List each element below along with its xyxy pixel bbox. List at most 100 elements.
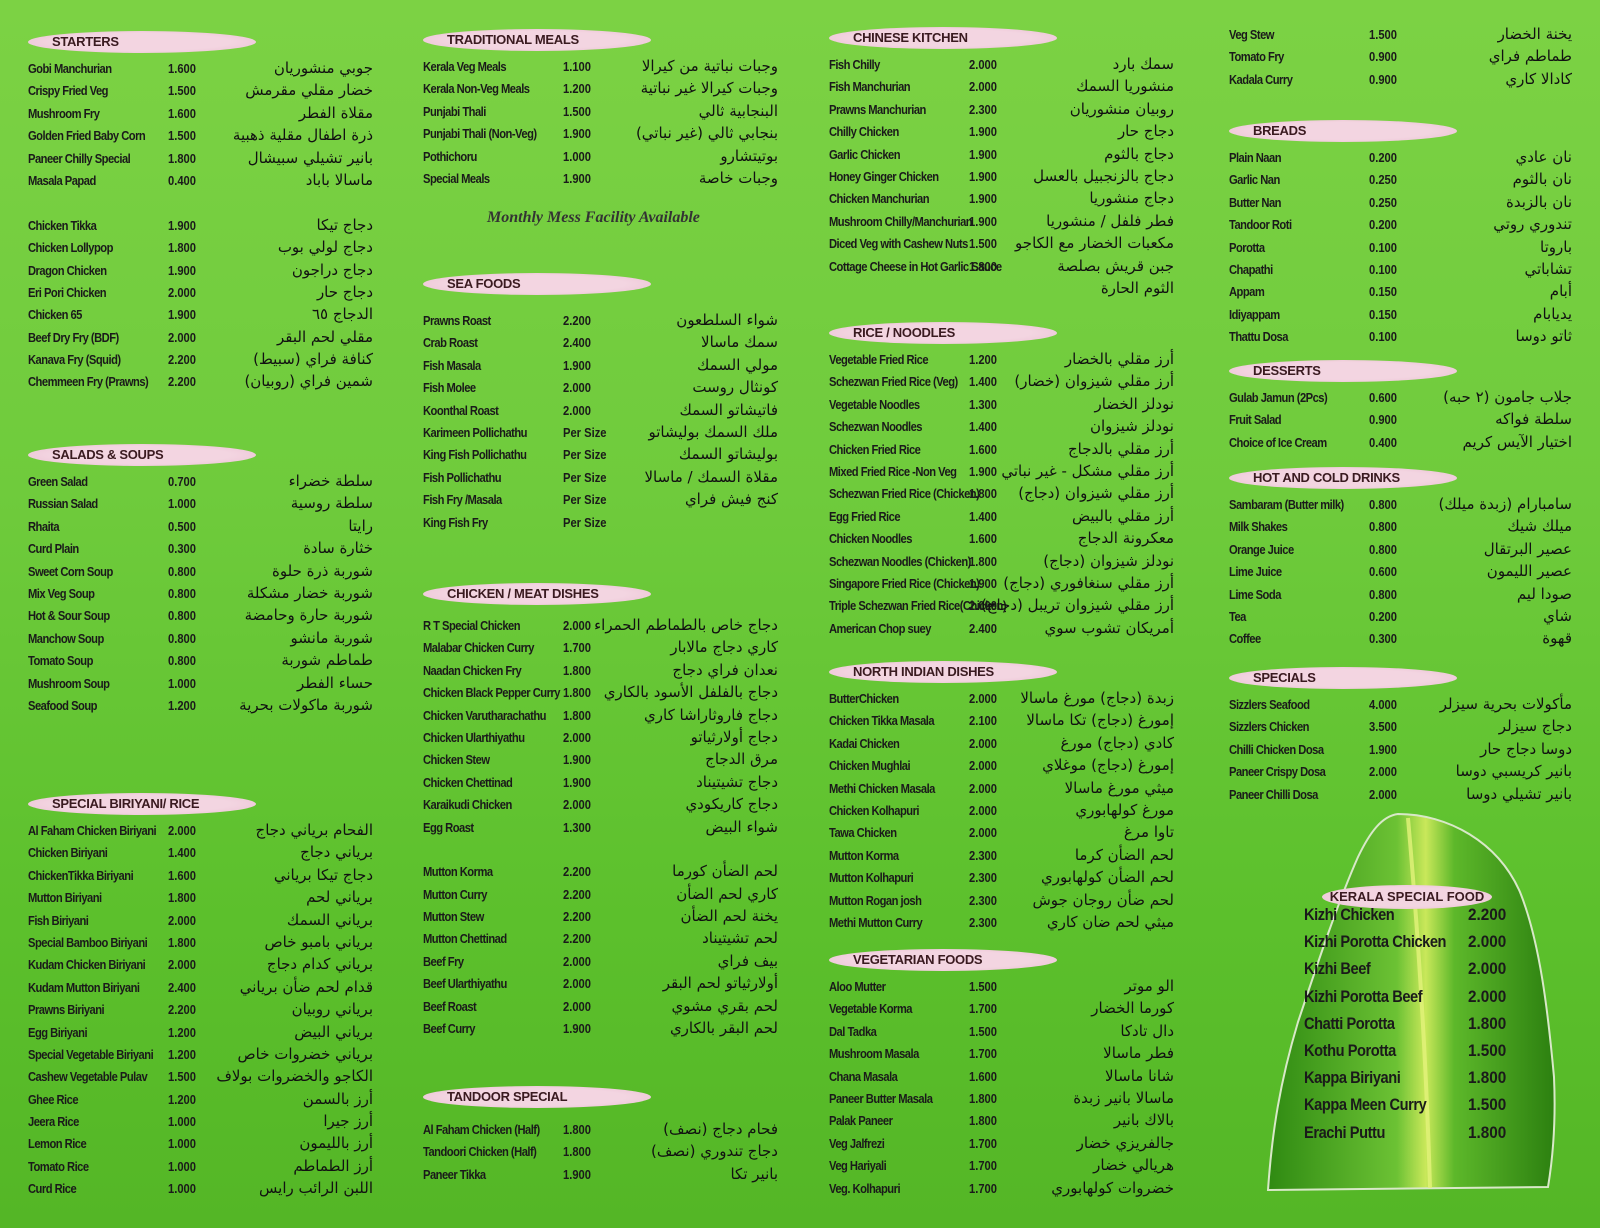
- section-title: CHICKEN / MEAT DISHES: [423, 583, 651, 605]
- item-price: 0.800: [1369, 541, 1397, 557]
- item-name-arabic: دجاج كاريكودي: [685, 795, 778, 814]
- item-name-arabic: بانير تكا: [730, 1164, 778, 1183]
- item-price: 0.100: [1369, 261, 1397, 277]
- item-price: 2.300: [969, 870, 997, 886]
- menu-item: Veg. Kolhapuri 1.700 خضروات كولهابوري: [829, 1179, 1174, 1201]
- item-price: 0.300: [168, 541, 196, 557]
- menu-item: Veg Jalfrezi 1.700 جالفريزي خضار: [829, 1134, 1174, 1156]
- item-name: Fish Biriyani: [28, 912, 89, 928]
- item-name: Singapore Fried Rice (Chicken): [829, 575, 980, 591]
- item-price: 1.500: [969, 979, 997, 994]
- item-price: 1.000: [168, 1136, 196, 1152]
- item-name: Eri Pori Chicken: [28, 284, 107, 300]
- menu-item: Porotta 0.100 باروتا: [1229, 238, 1572, 260]
- item-name-arabic: نعدان فراي دجاج: [672, 660, 778, 679]
- item-name: Naadan Chicken Fry: [423, 662, 522, 678]
- item-price: 1.000: [168, 1158, 196, 1174]
- item-price: 1.500: [168, 83, 196, 99]
- item-name-arabic: أرز مقلي بالخضار: [1064, 350, 1174, 368]
- item-price: 1.800: [563, 662, 591, 678]
- item-name-arabic: برياني خضروات خاص: [237, 1044, 373, 1063]
- menu-item: Aloo Mutter 1.500 الو موتر: [829, 977, 1174, 999]
- item-name: Chicken Kolhapuri: [829, 802, 920, 818]
- item-name-arabic: الدجاج ٦٥: [311, 305, 373, 324]
- item-price: 1.500: [168, 1069, 196, 1085]
- menu-item: Schezwan Fried Rice (Chicken) 1.800 أرز مق…: [829, 484, 1174, 506]
- item-price: 1.800: [563, 707, 591, 723]
- menu-item: Orange Juice 0.800 عصير البرتقال: [1229, 540, 1572, 562]
- menu-item: Vegetable Korma 1.700 كورما الخضار: [829, 999, 1174, 1021]
- menu-item: Tea 0.200 شاي: [1229, 607, 1572, 629]
- item-name: Mutton Rogan josh: [829, 892, 922, 908]
- item-name: Lime Soda: [1229, 586, 1281, 602]
- menu-item: Pothichoru 1.000 بوتيتشارو: [423, 147, 778, 169]
- item-name: Special Bamboo Biriyani: [28, 934, 148, 950]
- item-name: Kizhi Beef: [1304, 959, 1371, 979]
- item-name: Plain Naan: [1229, 150, 1282, 165]
- item-name: Chicken Ularthiyathu: [423, 729, 525, 745]
- item-price: 2.000: [1468, 959, 1507, 979]
- menu-item: Chicken 65 1.900 الدجاج ٦٥: [28, 305, 373, 327]
- item-name: Mutton Curry: [423, 886, 488, 902]
- menu-item: Prawns Roast 2.200 شواء السلطعون: [423, 311, 778, 333]
- menu-item: Tandoori Chicken (Half) 1.800 دجاج تندوري …: [423, 1142, 778, 1164]
- item-price: 2.200: [168, 1002, 196, 1018]
- kerala-item: Kizhi Porotta Beef 2.000: [1304, 987, 1506, 1014]
- item-price: 0.800: [168, 585, 196, 601]
- menu-item: Choice of Ice Cream 0.400 اختيار الآيس كري…: [1229, 433, 1572, 455]
- section-vegetarian: VEGETARIAN FOODS Aloo Mutter 1.500 الو موت…: [829, 949, 1174, 1201]
- item-name-arabic: اللبن الرائب رايس: [259, 1179, 373, 1198]
- menu-item: Crispy Fried Veg 1.500 خضار مقلي مقرمش: [28, 81, 373, 103]
- item-price: 2.000: [563, 998, 591, 1014]
- item-price: 1.900: [563, 357, 591, 373]
- item-price: 0.800: [1369, 519, 1397, 535]
- item-name-arabic: دوسا دجاج حار: [1480, 739, 1572, 758]
- item-price: 2.000: [168, 329, 196, 345]
- menu-item: ButterChicken 2.000 زبدة (دجاج) مورغ ماسال…: [829, 689, 1174, 711]
- item-price: 2.200: [168, 374, 196, 390]
- item-name-arabic: الو موتر: [1124, 977, 1175, 995]
- item-name-arabic: برياني دجاج: [300, 843, 373, 862]
- item-price: 2.000: [969, 735, 997, 751]
- item-name: Paneer Crispy Dosa: [1229, 764, 1326, 780]
- item-price: 1.600: [168, 105, 196, 121]
- menu-item: Kudam Mutton Biriyani 2.400 قدام لحم ضأن ب…: [28, 978, 373, 1000]
- item-price: 2.000: [1369, 786, 1397, 802]
- menu-item: Garlic Nan 0.250 نان بالثوم: [1229, 170, 1572, 192]
- item-price: 2.000: [563, 618, 591, 633]
- menu-item: Russian Salad 1.000 سلطة روسية: [28, 494, 373, 516]
- item-name-arabic: بانير تشيلي سبيشال: [247, 148, 373, 167]
- item-price: 2.000: [563, 380, 591, 396]
- item-name: Fish Fry /Masala: [423, 492, 502, 508]
- menu-item: Chicken Lollypop 1.800 دجاج لولي بوب: [28, 238, 373, 260]
- menu-item: Special Meals 1.900 وجبات خاصة: [423, 169, 778, 191]
- item-price: 0.200: [1369, 217, 1397, 233]
- item-name: Chicken 65: [28, 307, 82, 323]
- item-name-arabic: دال تادكا: [1120, 1021, 1174, 1040]
- item-name: Choice of Ice Cream: [1229, 434, 1327, 450]
- item-price: 1.600: [969, 441, 997, 457]
- item-name-arabic: لحم البقر بالكاري: [669, 1019, 778, 1038]
- item-name: Punjabi Thali (Non-Veg): [423, 126, 537, 142]
- item-name: Chicken Tikka: [28, 217, 97, 233]
- item-name: Porotta: [1229, 239, 1265, 255]
- item-name: Sweet Corn Soup: [28, 563, 113, 579]
- item-name-arabic: الثوم الحارة: [1100, 278, 1174, 297]
- menu-item: Karaikudi Chicken 2.000 دجاج كاريكودي: [423, 795, 778, 817]
- item-price: 0.250: [1369, 172, 1397, 188]
- item-price: 1.600: [168, 867, 196, 883]
- item-price: 2.100: [969, 713, 997, 729]
- section-title: HOT AND COLD DRINKS: [1229, 467, 1457, 489]
- item-price: 1.000: [168, 1114, 196, 1130]
- item-name-arabic: أرز مقلي شيزوان (دجاج): [1018, 484, 1174, 503]
- section-sea-foods: SEA FOODS Prawns Roast 2.200 شواء السلطعون…: [423, 273, 778, 535]
- item-name-arabic: فطر فلفل / منشوريا: [1046, 211, 1174, 230]
- item-name-arabic: قهوة: [1542, 629, 1572, 648]
- item-name: Chicken Chettinad: [423, 774, 513, 790]
- item-name: Methi Mutton Curry: [829, 914, 923, 930]
- item-price: 1.400: [969, 419, 997, 435]
- item-price: 2.000: [969, 758, 997, 774]
- menu-item: Methi Mutton Curry 2.300 ميثي لحم ضان كاري: [829, 913, 1174, 935]
- item-name-arabic: دجاج حار: [1117, 122, 1174, 141]
- item-price: 1.900: [563, 774, 591, 790]
